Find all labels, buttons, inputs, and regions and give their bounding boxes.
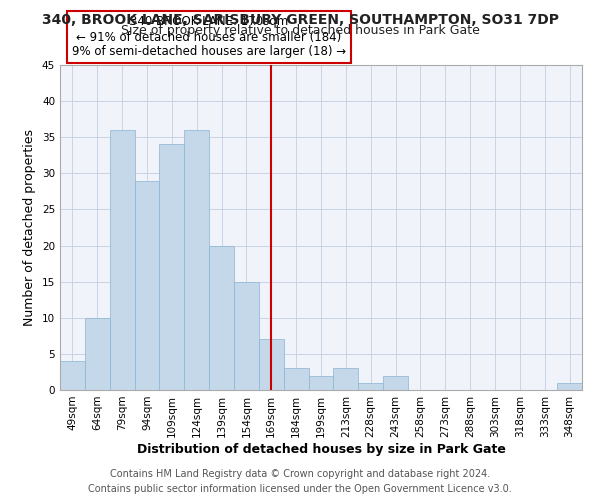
Bar <box>383 376 408 390</box>
Bar <box>259 340 284 390</box>
Bar <box>334 368 358 390</box>
Bar <box>85 318 110 390</box>
Bar <box>284 368 308 390</box>
Bar <box>308 376 334 390</box>
Bar <box>209 246 234 390</box>
Text: Size of property relative to detached houses in Park Gate: Size of property relative to detached ho… <box>121 24 479 37</box>
Bar <box>134 180 160 390</box>
Bar <box>184 130 209 390</box>
X-axis label: Distribution of detached houses by size in Park Gate: Distribution of detached houses by size … <box>137 442 505 456</box>
Text: 340, BROOK LANE, SARISBURY GREEN, SOUTHAMPTON, SO31 7DP: 340, BROOK LANE, SARISBURY GREEN, SOUTHA… <box>41 12 559 26</box>
Bar <box>110 130 134 390</box>
Bar <box>234 282 259 390</box>
Bar <box>358 383 383 390</box>
Y-axis label: Number of detached properties: Number of detached properties <box>23 129 37 326</box>
Text: Contains HM Land Registry data © Crown copyright and database right 2024.
Contai: Contains HM Land Registry data © Crown c… <box>88 468 512 493</box>
Text: 340 BROOK LANE: 170sqm
← 91% of detached houses are smaller (184)
9% of semi-det: 340 BROOK LANE: 170sqm ← 91% of detached… <box>72 16 346 58</box>
Bar <box>557 383 582 390</box>
Bar <box>60 361 85 390</box>
Bar <box>160 144 184 390</box>
